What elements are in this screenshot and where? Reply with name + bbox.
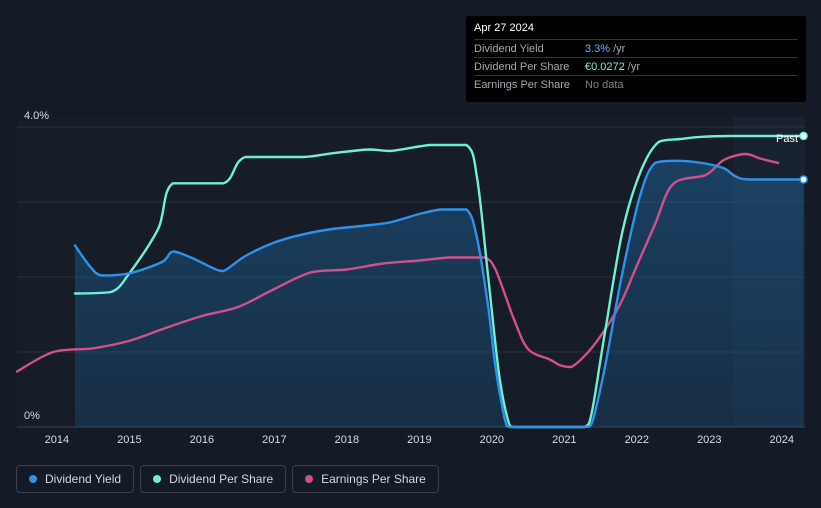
chart-legend: Dividend Yield Dividend Per Share Earnin…	[16, 465, 439, 493]
legend-label: Dividend Per Share	[169, 472, 274, 486]
legend-dot-icon	[153, 475, 162, 483]
x-tick-label: 2019	[407, 434, 431, 446]
earnings-per-share-line	[15, 152, 780, 373]
tooltip-label: Dividend Yield	[474, 42, 544, 55]
y-tick-label: 4.0%	[24, 110, 49, 122]
dividend-yield-endpoint	[799, 175, 808, 184]
tooltip-value: €0.0272	[585, 60, 625, 73]
series-lines	[15, 134, 805, 429]
dividend-yield-area	[75, 160, 804, 428]
x-tick-label: 2018	[335, 434, 359, 446]
x-axis-labels: 2014 2015 2016 2017 2018 2019 2020 2021 2022 2023…	[45, 434, 794, 446]
tooltip-unit: /yr	[627, 60, 640, 73]
x-tick-label: 2017	[262, 434, 286, 446]
legend-dot-icon	[305, 475, 314, 483]
y-tick-label: 0%	[24, 410, 40, 422]
x-tick-label: 2021	[552, 434, 576, 446]
area-fills	[75, 160, 804, 428]
tooltip-row-earnings-per-share: Earnings Per Share No data	[474, 75, 798, 93]
x-tick-label: 2016	[190, 434, 214, 446]
hover-tooltip: Apr 27 2024 Dividend Yield 3.3% /yr Divi…	[466, 16, 806, 102]
tooltip-label: Earnings Per Share	[474, 78, 570, 91]
y-axis-labels: 4.0% 0%	[24, 110, 49, 422]
legend-dividend-per-share[interactable]: Dividend Per Share	[140, 465, 287, 493]
x-tick-label: 2020	[480, 434, 504, 446]
dividend-per-share-endpoint	[799, 131, 808, 141]
tooltip-label: Dividend Per Share	[474, 60, 570, 73]
x-tick-label: 2024	[770, 434, 794, 446]
tooltip-date: Apr 27 2024	[474, 22, 534, 34]
legend-dot-icon	[29, 475, 37, 483]
x-tick-label: 2014	[45, 434, 69, 446]
legend-dividend-yield[interactable]: Dividend Yield	[16, 465, 135, 493]
x-tick-label: 2023	[697, 434, 721, 446]
legend-label: Dividend Yield	[45, 472, 122, 486]
legend-label: Earnings Per Share	[321, 472, 426, 486]
tooltip-value: No data	[585, 78, 624, 91]
x-tick-label: 2015	[117, 434, 141, 446]
tooltip-unit: /yr	[613, 42, 626, 55]
legend-earnings-per-share[interactable]: Earnings Per Share	[292, 465, 439, 493]
tooltip-value: 3.3%	[585, 42, 611, 55]
x-tick-label: 2022	[625, 434, 649, 446]
dividend-yield-line	[73, 159, 805, 429]
tooltip-row-dividend-per-share: Dividend Per Share €0.0272 /yr	[474, 57, 798, 75]
dividend-per-share-line	[73, 134, 805, 429]
past-label: Past	[776, 133, 798, 145]
tooltip-row-dividend-yield: Dividend Yield 3.3% /yr	[474, 39, 798, 57]
endpoint-markers	[799, 131, 808, 184]
